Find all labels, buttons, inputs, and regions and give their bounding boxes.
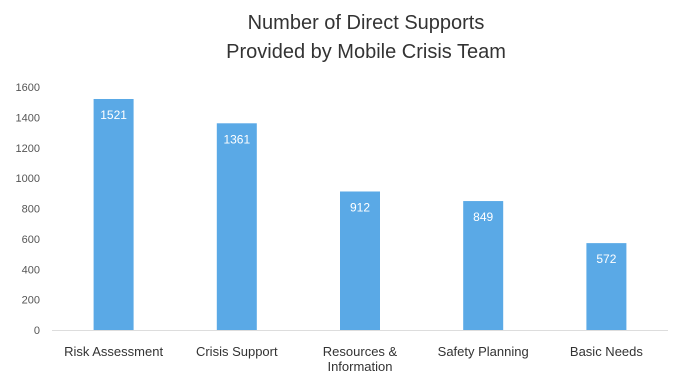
bar-value-label-3: 849 [473, 210, 493, 224]
y-tick-label-0: 0 [34, 325, 40, 337]
y-axis: 0 200 400 600 800 1000 1200 1400 1600 [16, 82, 40, 337]
bar-value-label-1: 1361 [223, 132, 250, 146]
bar-3 [463, 201, 504, 330]
y-tick-label-1400: 1400 [16, 112, 40, 124]
y-tick-label-600: 600 [22, 234, 40, 246]
bar-4 [586, 243, 627, 330]
x-tick-label-1-0: Crisis Support [196, 344, 278, 359]
x-tick-label-2-0: Resources & [323, 344, 398, 359]
y-tick-label-1600: 1600 [16, 82, 40, 94]
y-tick-label-200: 200 [22, 295, 40, 307]
bar-value-label-2: 912 [350, 200, 370, 214]
y-tick-label-800: 800 [22, 204, 40, 216]
bar-1 [216, 123, 257, 330]
x-tick-label-2-1: Information [327, 359, 392, 374]
bar-value-label-4: 572 [596, 252, 616, 266]
y-tick-label-1200: 1200 [16, 143, 40, 155]
x-tick-label-4-0: Basic Needs [570, 344, 643, 359]
y-tick-label-1000: 1000 [16, 173, 40, 185]
bars-group: 1521 1361 912 849 572 [93, 98, 627, 330]
chart-title-line-1: Number of Direct Supports [248, 12, 485, 34]
bar-0 [93, 98, 134, 330]
x-axis: Risk Assessment Crisis Support Resources &… [52, 330, 668, 374]
bar-2 [340, 191, 380, 330]
x-tick-label-0-0: Risk Assessment [64, 344, 163, 359]
x-tick-label-3-0: Safety Planning [438, 344, 529, 359]
y-tick-label-400: 400 [22, 264, 40, 276]
bar-value-label-0: 1521 [100, 108, 127, 122]
chart-title-line-2: Provided by Mobile Crisis Team [226, 41, 506, 63]
